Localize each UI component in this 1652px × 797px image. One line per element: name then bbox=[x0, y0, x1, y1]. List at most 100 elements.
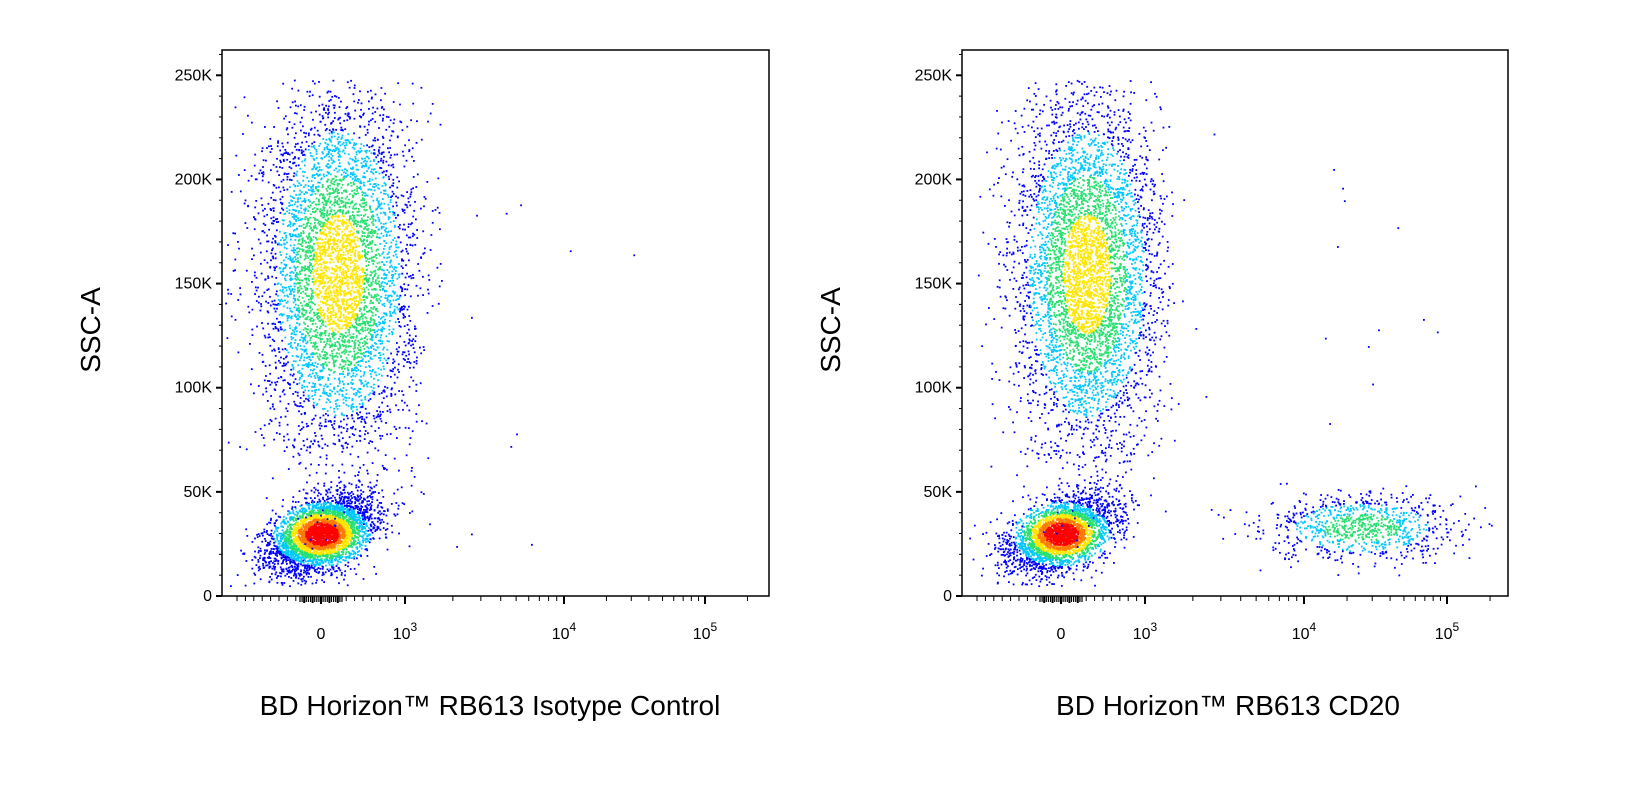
data-point bbox=[411, 82, 414, 85]
data-point bbox=[319, 539, 322, 542]
data-point bbox=[307, 576, 310, 578]
data-point bbox=[369, 489, 371, 492]
data-point bbox=[326, 523, 329, 525]
data-point bbox=[296, 266, 299, 268]
data-point bbox=[321, 519, 323, 522]
data-point bbox=[350, 483, 353, 486]
data-point bbox=[298, 490, 301, 492]
data-point bbox=[331, 566, 334, 569]
data-point bbox=[330, 503, 333, 506]
data-point bbox=[282, 568, 285, 571]
data-point bbox=[285, 553, 288, 555]
data-point bbox=[347, 133, 350, 136]
data-point bbox=[390, 245, 393, 248]
data-point bbox=[365, 524, 368, 526]
data-point bbox=[314, 547, 317, 550]
data-point bbox=[349, 502, 351, 505]
data-point bbox=[259, 547, 262, 550]
data-point bbox=[422, 230, 425, 233]
data-point bbox=[271, 300, 274, 303]
data-point bbox=[297, 539, 300, 542]
data-point bbox=[334, 528, 336, 530]
data-point bbox=[289, 546, 292, 549]
data-point bbox=[365, 548, 368, 550]
data-point bbox=[368, 509, 371, 511]
data-point bbox=[310, 552, 312, 555]
data-point bbox=[353, 543, 355, 546]
data-point bbox=[351, 497, 353, 499]
data-point bbox=[315, 537, 317, 540]
data-point bbox=[253, 392, 255, 395]
data-point bbox=[348, 557, 351, 560]
data-point bbox=[353, 228, 355, 231]
data-point bbox=[353, 532, 356, 534]
data-point bbox=[250, 383, 252, 386]
data-point bbox=[327, 542, 330, 545]
data-point bbox=[317, 511, 320, 514]
data-point bbox=[306, 481, 308, 484]
data-point bbox=[331, 541, 334, 544]
data-point bbox=[275, 293, 278, 296]
data-point bbox=[361, 501, 364, 504]
data-point bbox=[300, 578, 303, 581]
data-point bbox=[287, 510, 290, 513]
data-point bbox=[336, 531, 339, 534]
data-point bbox=[294, 339, 297, 341]
data-point bbox=[274, 541, 277, 544]
data-point bbox=[362, 491, 365, 493]
data-point bbox=[376, 233, 379, 235]
data-point bbox=[380, 222, 382, 225]
data-point bbox=[259, 557, 261, 559]
data-point bbox=[316, 561, 319, 563]
data-point bbox=[374, 137, 376, 139]
data-point bbox=[319, 555, 322, 558]
data-point bbox=[324, 516, 327, 519]
data-point bbox=[347, 505, 350, 507]
data-point bbox=[272, 565, 275, 568]
data-point bbox=[331, 557, 334, 559]
data-point bbox=[332, 507, 335, 509]
data-point bbox=[293, 572, 296, 575]
data-point bbox=[354, 507, 357, 510]
data-point bbox=[274, 573, 277, 576]
data-point bbox=[275, 533, 278, 536]
data-point bbox=[308, 507, 310, 510]
data-point bbox=[308, 528, 310, 531]
data-point bbox=[333, 541, 335, 543]
data-point bbox=[318, 528, 321, 530]
data-point bbox=[261, 150, 263, 153]
data-point bbox=[305, 526, 308, 529]
data-point bbox=[297, 530, 300, 533]
data-point bbox=[367, 527, 370, 529]
data-point bbox=[275, 547, 278, 550]
data-point bbox=[234, 318, 237, 321]
data-point bbox=[335, 565, 338, 567]
data-point bbox=[354, 505, 357, 507]
data-point bbox=[278, 424, 281, 427]
data-point bbox=[353, 537, 355, 540]
data-point bbox=[322, 512, 325, 515]
data-point bbox=[328, 545, 331, 548]
data-point bbox=[380, 521, 382, 524]
data-point bbox=[326, 537, 329, 540]
data-point bbox=[297, 164, 300, 167]
data-point bbox=[360, 394, 362, 397]
data-point bbox=[356, 546, 359, 549]
data-point bbox=[376, 499, 379, 502]
data-point bbox=[339, 144, 342, 147]
data-point bbox=[339, 508, 342, 511]
data-point bbox=[257, 551, 260, 554]
data-point bbox=[316, 513, 318, 516]
data-point bbox=[299, 572, 302, 575]
data-point bbox=[315, 541, 318, 544]
data-point bbox=[336, 484, 338, 487]
data-point bbox=[338, 382, 341, 385]
data-point bbox=[392, 193, 395, 195]
data-point bbox=[274, 240, 277, 242]
data-point bbox=[318, 498, 321, 501]
data-point bbox=[292, 520, 295, 522]
data-point bbox=[358, 480, 361, 483]
data-point bbox=[338, 481, 341, 484]
data-point bbox=[333, 532, 336, 534]
data-point bbox=[369, 481, 372, 484]
